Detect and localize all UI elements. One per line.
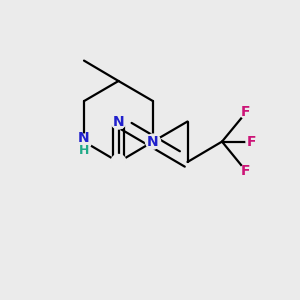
Text: N: N	[147, 135, 159, 148]
Circle shape	[146, 134, 160, 149]
Circle shape	[240, 106, 252, 119]
Circle shape	[246, 136, 258, 148]
Text: N: N	[113, 115, 124, 128]
Circle shape	[111, 154, 126, 169]
Text: N: N	[78, 131, 90, 145]
Text: F: F	[241, 106, 251, 119]
Text: H: H	[79, 143, 89, 157]
Circle shape	[240, 165, 252, 177]
Text: F: F	[241, 164, 251, 178]
Text: F: F	[247, 135, 257, 148]
Circle shape	[111, 114, 126, 129]
Circle shape	[76, 134, 92, 149]
